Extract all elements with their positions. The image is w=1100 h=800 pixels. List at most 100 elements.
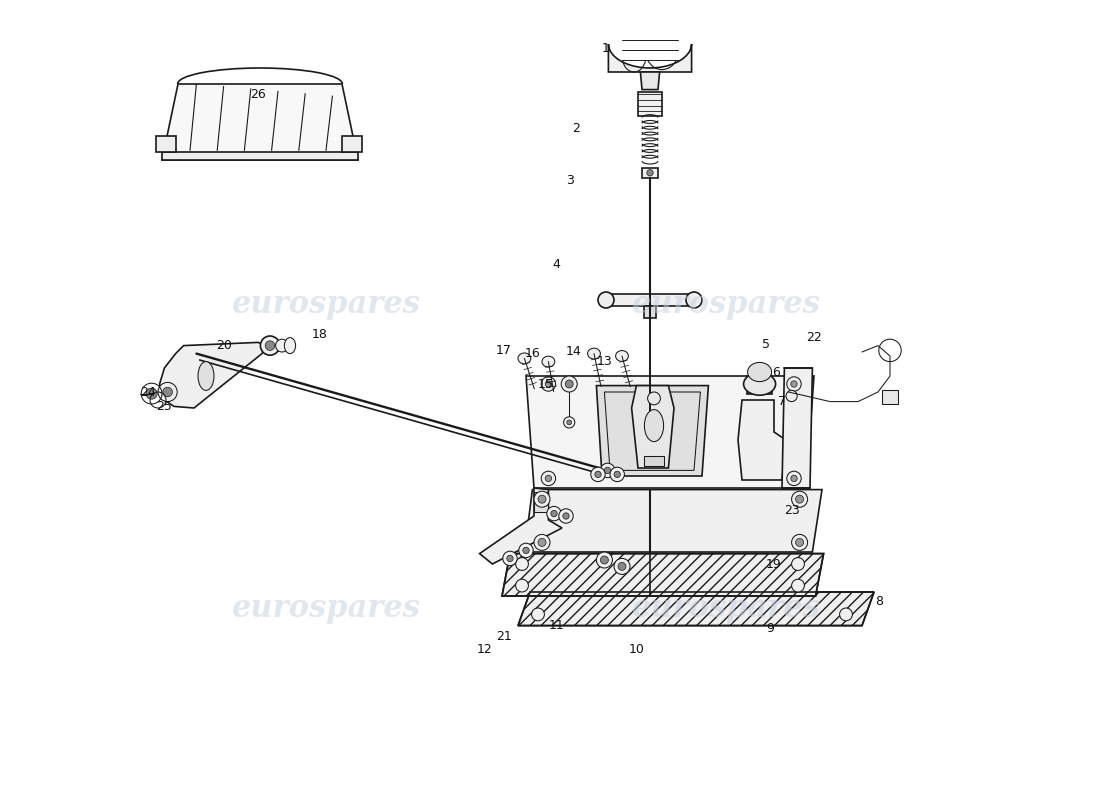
Ellipse shape	[163, 387, 173, 397]
Ellipse shape	[516, 558, 528, 570]
Ellipse shape	[645, 410, 663, 442]
Text: eurospares: eurospares	[232, 593, 420, 623]
Ellipse shape	[563, 417, 575, 428]
Ellipse shape	[507, 555, 514, 562]
Ellipse shape	[839, 608, 853, 621]
Polygon shape	[638, 92, 662, 116]
Polygon shape	[645, 306, 656, 318]
Text: 16: 16	[525, 347, 540, 360]
Polygon shape	[156, 136, 176, 152]
Ellipse shape	[285, 338, 296, 354]
Polygon shape	[162, 152, 358, 160]
Ellipse shape	[516, 579, 528, 592]
Ellipse shape	[518, 353, 531, 364]
Text: 2: 2	[572, 122, 581, 134]
Ellipse shape	[587, 348, 601, 359]
Ellipse shape	[786, 390, 798, 402]
Ellipse shape	[531, 608, 544, 621]
Text: 14: 14	[566, 346, 582, 358]
Polygon shape	[596, 386, 708, 476]
Text: 23: 23	[783, 504, 800, 517]
Ellipse shape	[563, 513, 569, 519]
Polygon shape	[342, 136, 362, 152]
Ellipse shape	[791, 381, 798, 387]
Ellipse shape	[792, 579, 804, 592]
Polygon shape	[738, 400, 786, 480]
Text: 11: 11	[549, 619, 564, 632]
Ellipse shape	[198, 362, 214, 390]
Text: 25: 25	[156, 400, 173, 413]
Ellipse shape	[546, 381, 551, 387]
Text: eurospares: eurospares	[232, 289, 420, 319]
Ellipse shape	[566, 420, 572, 425]
Ellipse shape	[522, 547, 529, 554]
Text: 17: 17	[496, 344, 512, 357]
Ellipse shape	[616, 350, 628, 362]
Polygon shape	[162, 84, 358, 160]
Ellipse shape	[744, 373, 775, 395]
Ellipse shape	[595, 471, 602, 478]
Text: 4: 4	[552, 258, 560, 270]
Ellipse shape	[559, 509, 573, 523]
Polygon shape	[525, 490, 822, 552]
Ellipse shape	[786, 377, 801, 391]
Polygon shape	[518, 592, 875, 626]
Ellipse shape	[795, 495, 804, 503]
Ellipse shape	[792, 534, 807, 550]
Text: eurospares: eurospares	[631, 289, 821, 319]
Ellipse shape	[604, 467, 611, 474]
Ellipse shape	[748, 362, 771, 382]
Ellipse shape	[601, 463, 615, 478]
Ellipse shape	[542, 356, 554, 367]
Ellipse shape	[551, 510, 558, 517]
Text: 6: 6	[772, 366, 780, 378]
Ellipse shape	[503, 551, 517, 566]
Ellipse shape	[146, 388, 157, 399]
Text: 10: 10	[628, 643, 645, 656]
Text: 1: 1	[602, 42, 609, 54]
Polygon shape	[480, 488, 562, 564]
Ellipse shape	[519, 543, 534, 558]
Text: 9: 9	[766, 622, 774, 634]
Polygon shape	[160, 342, 266, 408]
Ellipse shape	[614, 558, 630, 574]
Ellipse shape	[791, 475, 798, 482]
Text: 22: 22	[806, 331, 822, 344]
Text: 8: 8	[876, 595, 883, 608]
Ellipse shape	[534, 491, 550, 507]
Ellipse shape	[795, 538, 804, 546]
Text: 19: 19	[766, 558, 782, 570]
Ellipse shape	[648, 392, 660, 405]
Text: 5: 5	[762, 338, 770, 350]
Text: 26: 26	[250, 88, 266, 101]
Ellipse shape	[601, 556, 608, 564]
Polygon shape	[608, 44, 692, 72]
Text: 24: 24	[141, 386, 156, 398]
Ellipse shape	[538, 538, 546, 546]
Polygon shape	[782, 368, 813, 488]
Ellipse shape	[598, 292, 614, 308]
Polygon shape	[502, 554, 824, 596]
Text: 15: 15	[538, 378, 554, 390]
Text: eurospares: eurospares	[631, 593, 821, 623]
Ellipse shape	[541, 471, 556, 486]
Text: 21: 21	[496, 630, 512, 642]
Ellipse shape	[534, 534, 550, 550]
Ellipse shape	[618, 562, 626, 570]
Text: 13: 13	[596, 355, 613, 368]
Ellipse shape	[596, 552, 613, 568]
Polygon shape	[640, 72, 660, 90]
Ellipse shape	[547, 506, 561, 521]
Polygon shape	[526, 376, 814, 488]
Ellipse shape	[792, 558, 804, 570]
Ellipse shape	[565, 380, 573, 388]
Ellipse shape	[561, 376, 578, 392]
Ellipse shape	[792, 491, 807, 507]
Polygon shape	[747, 376, 772, 394]
Ellipse shape	[591, 467, 605, 482]
Ellipse shape	[538, 495, 546, 503]
Ellipse shape	[686, 292, 702, 308]
Polygon shape	[645, 456, 663, 466]
Ellipse shape	[546, 475, 551, 482]
Ellipse shape	[265, 341, 275, 350]
